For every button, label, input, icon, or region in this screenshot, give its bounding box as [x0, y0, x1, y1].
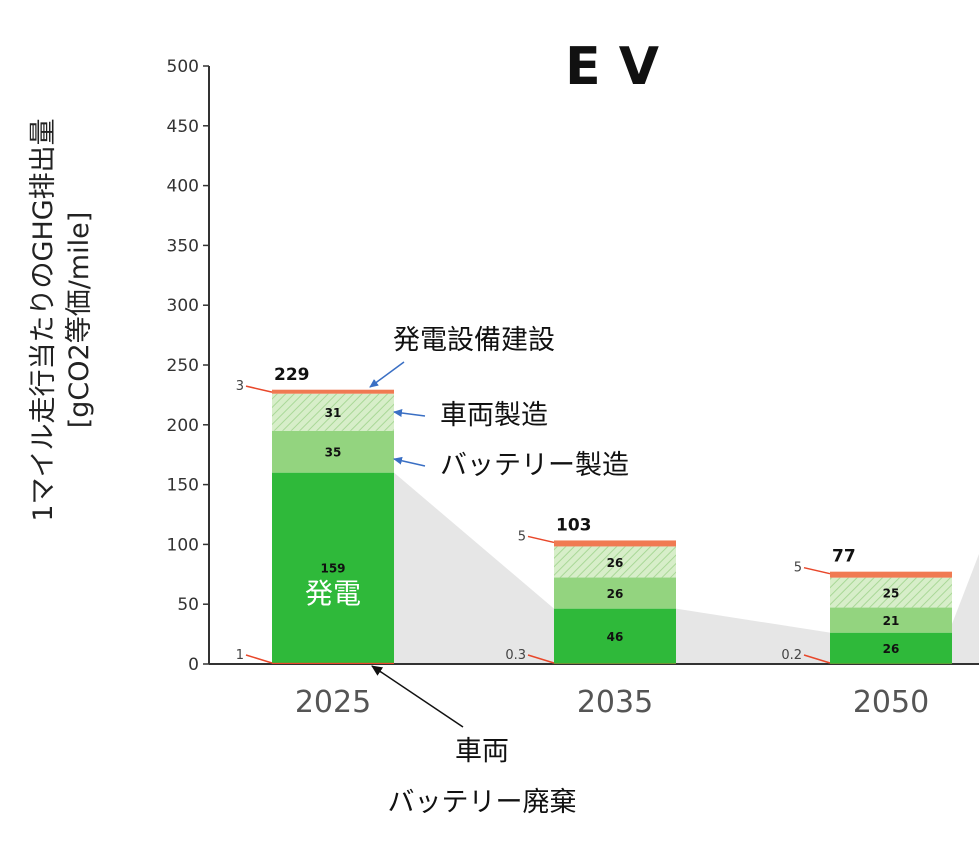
data-label-generation-2025: 159 [320, 562, 345, 576]
y-axis-label: 1マイル走行当たりのGHG排出量 [gCO2等価/mile] [28, 118, 95, 521]
bar-segment-battery-2050 [830, 607, 952, 633]
bar-segment-battery-2025 [272, 430, 394, 473]
y-tick-label: 450 [167, 117, 199, 137]
connector-band [394, 472, 554, 664]
disposal-leader-2025 [245, 654, 273, 664]
annotation-disposal-line1: 車両 [455, 736, 509, 767]
annotation-vehicle: 車両製造 [440, 400, 548, 431]
y-tick-label: 400 [167, 177, 199, 197]
bar-segment-generation-2025 [272, 472, 394, 663]
y-tick-label: 250 [167, 356, 199, 376]
annotation-plant: 発電設備建設 [393, 325, 555, 356]
x-tick-label: 2025 [295, 685, 371, 720]
annotations: 発電設備建設 車両製造 バッテリー製造 発電 車両 バッテリー廃棄 [305, 325, 629, 818]
data-label-battery-2035: 26 [607, 587, 624, 601]
bar-segment-vehicle-2025 [272, 393, 394, 431]
annotation-battery-arrow [393, 456, 426, 467]
bar-segment-generation-2035 [554, 608, 676, 664]
annotation-disposal-arrow [371, 665, 464, 728]
annotation-plant-arrow [369, 361, 405, 388]
bars [272, 389, 952, 664]
plant-leader-2050 [803, 566, 831, 575]
y-tick-label: 500 [167, 57, 199, 77]
bar-segment-plant-2050 [830, 571, 952, 578]
plant-leader-2035 [527, 535, 555, 544]
connector-band [676, 608, 830, 664]
plant-leader-2025 [245, 385, 273, 393]
bar-segment-vehicle-2050 [830, 577, 952, 608]
data-label-generation-2050: 26 [883, 642, 900, 656]
bar-segment-plant-2025 [272, 389, 394, 394]
y-axis-label-line2: [gCO2等価/mile] [64, 212, 95, 429]
y-axis-label-line1: 1マイル走行当たりのGHG排出量 [28, 118, 59, 521]
data-label-plant-2050: 5 [794, 561, 802, 576]
data-label-disposal-2035: 0.3 [505, 648, 526, 663]
bar-segment-plant-2035 [554, 540, 676, 547]
connector-bands [394, 472, 979, 664]
chart-title: E V [565, 37, 659, 97]
data-label-vehicle-2025: 31 [325, 406, 342, 420]
data-label-battery-2050: 21 [883, 614, 900, 628]
y-tick-label: 200 [167, 416, 199, 436]
annotation-generation: 発電 [305, 577, 361, 610]
data-label-vehicle-2050: 25 [883, 587, 900, 601]
total-label-2035: 103 [556, 515, 592, 535]
bar-segment-battery-2035 [554, 577, 676, 609]
annotation-battery: バッテリー製造 [440, 450, 629, 481]
y-tick-label: 300 [167, 296, 199, 316]
x-tick-label: 2050 [853, 685, 929, 720]
data-label-plant-2025: 3 [236, 379, 244, 394]
disposal-leader-2050 [803, 654, 831, 664]
y-tick-label: 50 [177, 595, 199, 615]
data-label-generation-2035: 46 [607, 630, 624, 644]
data-label-battery-2025: 35 [325, 446, 342, 460]
y-tick-label: 0 [188, 655, 199, 675]
x-tick-label: 2035 [577, 685, 653, 720]
data-label-disposal-2050: 0.2 [781, 648, 802, 663]
y-tick-label: 150 [167, 476, 199, 496]
annotation-vehicle-arrow [393, 409, 426, 417]
bar-segment-generation-2050 [830, 632, 952, 664]
disposal-leader-2035 [527, 654, 555, 664]
y-tick-label: 100 [167, 535, 199, 555]
y-tick-label: 350 [167, 236, 199, 256]
data-label-plant-2035: 5 [518, 529, 526, 544]
annotation-disposal-line2: バッテリー廃棄 [388, 787, 577, 818]
bar-segment-vehicle-2035 [554, 546, 676, 578]
total-label-2025: 229 [274, 365, 310, 385]
connector-band-tail [952, 554, 979, 664]
total-label-2050: 77 [832, 547, 856, 567]
data-label-vehicle-2035: 26 [607, 556, 624, 570]
data-label-disposal-2025: 1 [236, 648, 244, 663]
